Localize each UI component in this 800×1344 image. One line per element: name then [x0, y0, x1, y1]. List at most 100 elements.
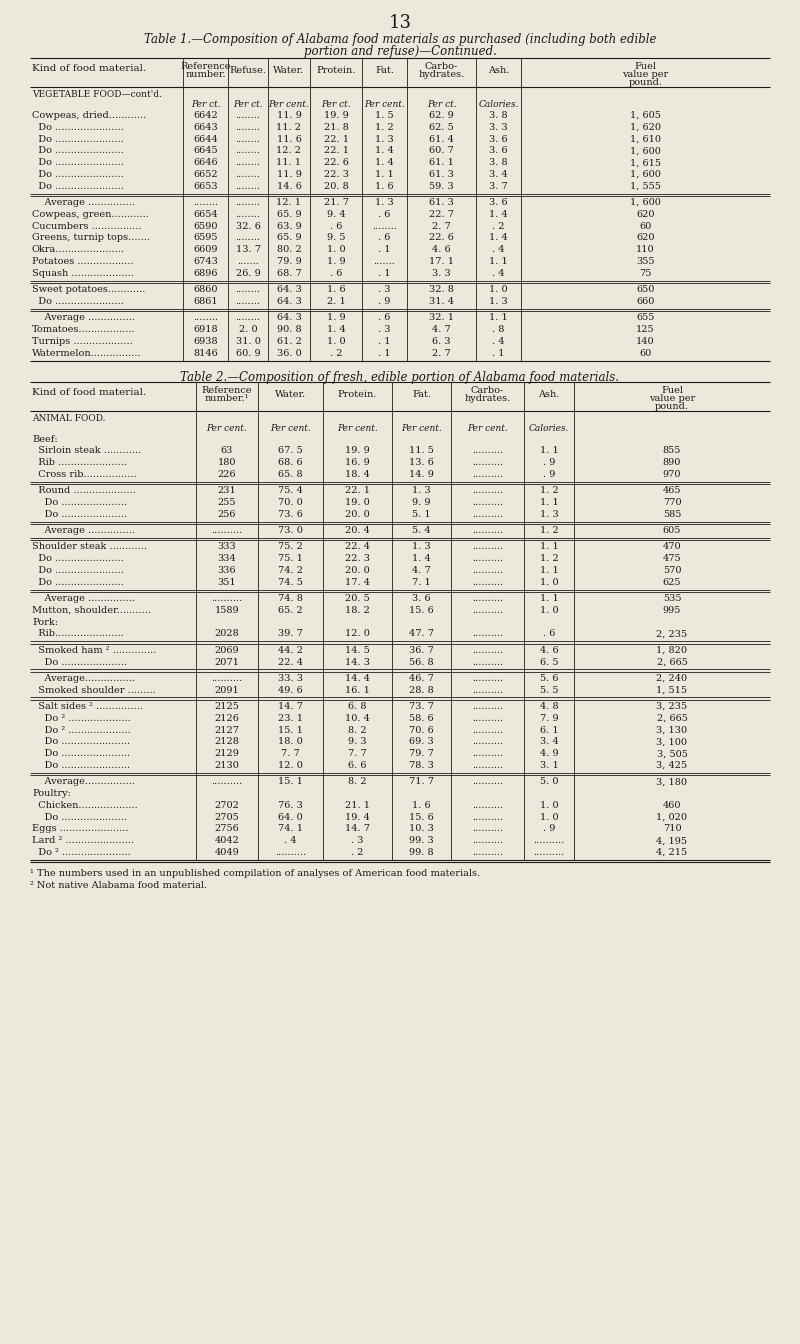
Text: 7. 1: 7. 1	[412, 578, 431, 587]
Text: 2, 235: 2, 235	[657, 629, 687, 638]
Text: 3. 7: 3. 7	[489, 181, 508, 191]
Text: 76. 3: 76. 3	[278, 801, 303, 810]
Text: 74. 5: 74. 5	[278, 578, 303, 587]
Text: 1, 600: 1, 600	[630, 146, 661, 156]
Text: 99. 8: 99. 8	[409, 848, 434, 857]
Text: Ash.: Ash.	[538, 390, 560, 399]
Text: 355: 355	[636, 257, 654, 266]
Text: 585: 585	[663, 509, 681, 519]
Text: 20. 0: 20. 0	[345, 509, 370, 519]
Text: . 6: . 6	[378, 313, 390, 323]
Text: ..........: ..........	[211, 594, 242, 603]
Text: ..........: ..........	[472, 487, 503, 495]
Text: Kind of food material.: Kind of food material.	[32, 387, 146, 396]
Text: Do ......................: Do ......................	[32, 146, 124, 156]
Text: 1. 3: 1. 3	[412, 487, 431, 495]
Text: Watermelon................: Watermelon................	[32, 348, 142, 358]
Text: 33. 3: 33. 3	[278, 673, 303, 683]
Text: Do ......................: Do ......................	[32, 159, 124, 167]
Text: 256: 256	[218, 509, 236, 519]
Text: 4. 6: 4. 6	[540, 646, 558, 655]
Text: Do ² ....................: Do ² ....................	[32, 726, 130, 735]
Text: 74. 8: 74. 8	[278, 594, 303, 603]
Text: ..........: ..........	[472, 526, 503, 535]
Text: 1. 1: 1. 1	[540, 594, 558, 603]
Text: ..........: ..........	[472, 824, 503, 833]
Text: 255: 255	[218, 499, 236, 507]
Text: 6. 8: 6. 8	[348, 702, 366, 711]
Text: 231: 231	[218, 487, 236, 495]
Text: 6645: 6645	[193, 146, 218, 156]
Text: Water.: Water.	[275, 390, 306, 399]
Text: 890: 890	[663, 458, 681, 468]
Text: 10. 3: 10. 3	[409, 824, 434, 833]
Text: 18. 2: 18. 2	[345, 606, 370, 616]
Text: ..........: ..........	[472, 702, 503, 711]
Text: 62. 5: 62. 5	[429, 122, 454, 132]
Text: 20. 5: 20. 5	[345, 594, 370, 603]
Text: Carbo-: Carbo-	[471, 386, 504, 395]
Text: . 4: . 4	[492, 269, 505, 278]
Text: 19. 9: 19. 9	[324, 112, 348, 120]
Text: Per ct.: Per ct.	[233, 99, 263, 109]
Text: Round ....................: Round ....................	[32, 487, 136, 495]
Text: 60: 60	[639, 222, 652, 231]
Text: 1. 1: 1. 1	[375, 169, 394, 179]
Text: Per cent.: Per cent.	[269, 99, 310, 109]
Text: ..........: ..........	[472, 848, 503, 857]
Text: Average ...............: Average ...............	[32, 594, 135, 603]
Text: ........: ........	[235, 181, 261, 191]
Text: Do ......................: Do ......................	[32, 761, 130, 770]
Text: 1. 3: 1. 3	[540, 509, 558, 519]
Text: 6654: 6654	[193, 210, 218, 219]
Text: . 2: . 2	[351, 848, 364, 857]
Text: 36. 7: 36. 7	[409, 646, 434, 655]
Text: 69. 3: 69. 3	[409, 738, 434, 746]
Text: pound.: pound.	[629, 78, 662, 87]
Text: 16. 9: 16. 9	[345, 458, 370, 468]
Text: ..........: ..........	[472, 685, 503, 695]
Text: 970: 970	[662, 470, 682, 478]
Text: 620: 620	[636, 210, 654, 219]
Text: 710: 710	[662, 824, 682, 833]
Text: 2, 665: 2, 665	[657, 714, 687, 723]
Text: 2091: 2091	[214, 685, 239, 695]
Text: . 2: . 2	[330, 348, 342, 358]
Text: ........: ........	[235, 122, 261, 132]
Text: hydrates.: hydrates.	[464, 394, 510, 402]
Text: ..........: ..........	[472, 749, 503, 758]
Text: 1. 2: 1. 2	[540, 554, 558, 563]
Text: 2125: 2125	[214, 702, 239, 711]
Text: Sweet potatoes............: Sweet potatoes............	[32, 285, 146, 294]
Text: 68. 6: 68. 6	[278, 458, 303, 468]
Text: Ash.: Ash.	[488, 66, 509, 75]
Text: 1. 2: 1. 2	[375, 122, 394, 132]
Text: 1. 1: 1. 1	[540, 446, 558, 456]
Text: ..........: ..........	[472, 836, 503, 845]
Text: Fat.: Fat.	[375, 66, 394, 75]
Text: 59. 3: 59. 3	[429, 181, 454, 191]
Text: ..........: ..........	[472, 499, 503, 507]
Text: 226: 226	[218, 470, 236, 478]
Text: 71. 7: 71. 7	[409, 777, 434, 786]
Text: Per cent.: Per cent.	[337, 423, 378, 433]
Text: 26. 9: 26. 9	[236, 269, 260, 278]
Text: . 1: . 1	[378, 348, 390, 358]
Text: 5. 5: 5. 5	[540, 685, 558, 695]
Text: ..........: ..........	[472, 594, 503, 603]
Text: 1. 9: 1. 9	[326, 313, 346, 323]
Text: VEGETABLE FOOD—cont'd.: VEGETABLE FOOD—cont'd.	[32, 90, 162, 99]
Text: 4049: 4049	[214, 848, 239, 857]
Text: ² Not native Alabama food material.: ² Not native Alabama food material.	[30, 880, 207, 890]
Text: 1. 3: 1. 3	[489, 297, 508, 306]
Text: 46. 7: 46. 7	[409, 673, 434, 683]
Text: 9. 5: 9. 5	[326, 234, 346, 242]
Text: Tomatoes..................: Tomatoes..................	[32, 325, 136, 335]
Text: 1, 610: 1, 610	[630, 134, 661, 144]
Text: 31. 0: 31. 0	[235, 337, 261, 345]
Text: number.: number.	[185, 70, 226, 79]
Text: Per cent.: Per cent.	[364, 99, 405, 109]
Text: 5. 1: 5. 1	[412, 509, 431, 519]
Text: 61. 3: 61. 3	[429, 169, 454, 179]
Text: Do ......................: Do ......................	[32, 578, 124, 587]
